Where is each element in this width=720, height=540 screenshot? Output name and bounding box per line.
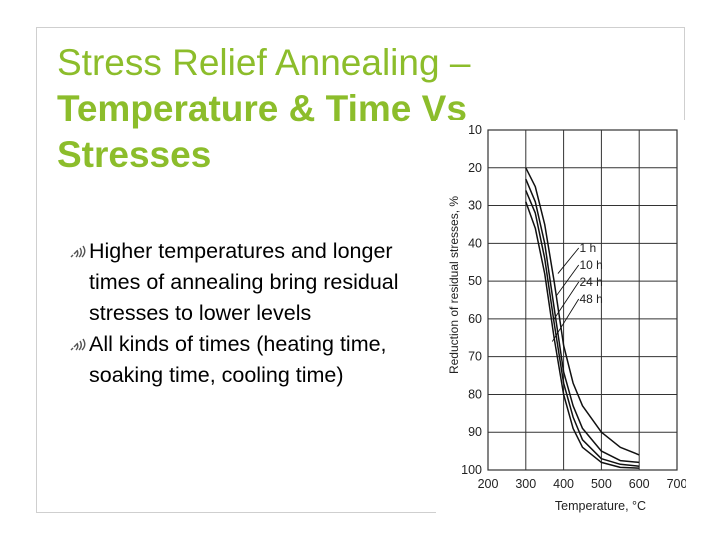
bullet-text: Higher temperatures and longer times of … (89, 239, 399, 325)
plot-frame (487, 129, 678, 471)
y-tick-label: 100 (461, 463, 482, 477)
x-tick-label: 500 (591, 477, 612, 491)
slide-title: Stress Relief Annealing – Temperature & … (57, 40, 527, 178)
signal-bars-icon (70, 338, 86, 351)
x-tick-label: 700 (667, 477, 686, 491)
y-tick-label: 30 (468, 199, 482, 213)
bullet-text: All kinds of times (heating time, soakin… (89, 332, 387, 387)
series-line-10-h (525, 178, 640, 464)
title-line-2: Temperature & Time Vs (57, 88, 467, 129)
legend-label: 48 h (579, 292, 602, 306)
y-tick-label: 90 (468, 425, 482, 439)
series-line-24-h (525, 190, 640, 467)
legend-label: 1 h (579, 241, 596, 255)
x-tick-label: 200 (478, 477, 499, 491)
series-line-1-h (525, 167, 640, 456)
x-tick-label: 600 (629, 477, 650, 491)
y-axis-label: Reduction of residual stresses, % (447, 196, 461, 374)
legend-leader (555, 264, 580, 297)
signal-bars-icon (70, 245, 86, 258)
y-tick-label: 20 (468, 161, 482, 175)
legend-leader (557, 247, 580, 274)
title-line-1: Stress Relief Annealing – (57, 42, 471, 83)
title-line-3: Stresses (57, 134, 212, 175)
y-tick-label: 70 (468, 350, 482, 364)
y-tick-label: 50 (468, 274, 482, 288)
bullet-list: Higher temperatures and longer times of … (70, 236, 400, 391)
legend-label: 24 h (579, 275, 602, 289)
y-tick-label: 60 (468, 312, 482, 326)
bullet-item: All kinds of times (heating time, soakin… (70, 329, 400, 391)
legend-label: 10 h (579, 258, 602, 272)
x-axis-label: Temperature, °C (555, 499, 646, 513)
bullet-item: Higher temperatures and longer times of … (70, 236, 400, 329)
y-tick-label: 80 (468, 387, 482, 401)
x-tick-label: 300 (515, 477, 536, 491)
y-tick-label: 10 (468, 123, 482, 137)
stress-reduction-chart: 200 300 400 500 600 700 10 20 30 40 50 60 70 80 90 100 T… (436, 120, 686, 515)
y-tick-label: 40 (468, 236, 482, 250)
series-line-48-h (525, 201, 640, 469)
legend-leader (553, 281, 580, 320)
x-tick-label: 400 (553, 477, 574, 491)
legend-leader (551, 298, 580, 342)
